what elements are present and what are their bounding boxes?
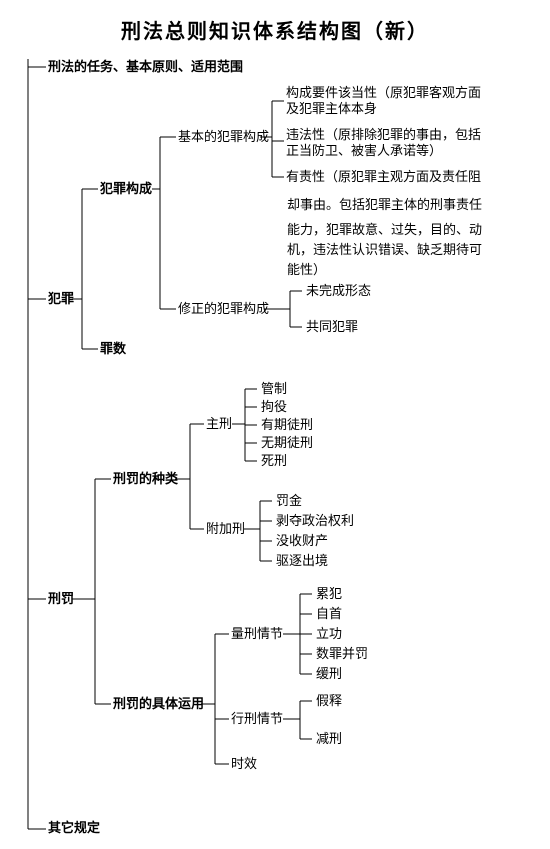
node-n_puse: 刑罚的具体运用 (113, 696, 204, 711)
node-n_exec: 行刑情节 (231, 711, 283, 726)
node-n_pt4: 无期徒刑 (261, 435, 313, 450)
node-n_s4: 数罪并罚 (316, 646, 368, 661)
node-n_e2: 减刑 (316, 731, 342, 746)
node-n_main: 主刑 (206, 416, 232, 431)
node-n_s3: 立功 (316, 626, 342, 641)
node-n_b3: 有责性（原犯罪主观方面及责任阻 (286, 169, 481, 184)
node-n_m1: 未完成形态 (306, 283, 371, 298)
node-n_b1b: 及犯罪主体本身 (286, 101, 377, 116)
node-n_pa2: 剥夺政治权利 (276, 513, 354, 528)
node-n_s5: 缓刑 (316, 666, 342, 681)
node-n_crime: 犯罪 (47, 291, 74, 306)
node-n_pa1: 罚金 (276, 493, 302, 508)
node-n_r4: 能性） (287, 262, 326, 277)
node-n_pa3: 没收财产 (276, 533, 328, 548)
node-n_m2: 共同犯罪 (306, 319, 358, 334)
node-n_r2: 能力，犯罪故意、过失，目的、动 (287, 222, 482, 237)
node-n_other: 其它规定 (48, 820, 100, 835)
node-n_r3: 机，违法性认识错误、缺乏期待可 (287, 242, 482, 257)
node-n_pa4: 驱逐出境 (276, 553, 328, 568)
node-n_limit: 时效 (231, 756, 257, 771)
node-n_b2a: 违法性（原排除犯罪的事由，包括 (286, 127, 481, 142)
node-n_basic: 基本的犯罪构成 (178, 129, 269, 144)
node-n_sent: 量刑情节 (231, 626, 283, 641)
node-n_add: 附加刑 (206, 521, 245, 536)
node-n_tasks: 刑法的任务、基本原则、适用范围 (48, 59, 243, 74)
node-n_mod: 修正的犯罪构成 (178, 301, 269, 316)
node-n_pt2: 拘役 (261, 399, 287, 414)
node-n_ptype: 刑罚的种类 (113, 471, 179, 486)
node-n_count: 罪数 (100, 341, 127, 356)
tree-diagram: 刑法的任务、基本原则、适用范围其它规定 犯罪刑罚 犯罪构成罪数 基本的犯罪构成修正的犯… (10, 59, 540, 839)
node-n_s2: 自首 (316, 606, 342, 621)
node-n_r1: 却事由。包括犯罪主体的刑事责任 (287, 197, 482, 212)
node-n_b2b: 正当防卫、被害人承诺等） (286, 143, 442, 158)
node-n_pt1: 管制 (261, 381, 287, 396)
node-n_b1a: 构成要件该当性（原犯罪客观方面 (286, 85, 481, 100)
node-n_e1: 假释 (316, 693, 342, 708)
node-n_pt5: 死刑 (261, 453, 287, 468)
node-n_pt3: 有期徒刑 (261, 417, 313, 432)
node-n_punish: 刑罚 (48, 591, 74, 606)
page-title: 刑法总则知识体系结构图（新） (10, 15, 540, 44)
node-n_elem: 犯罪构成 (99, 181, 152, 196)
node-n_s1: 累犯 (316, 586, 342, 601)
